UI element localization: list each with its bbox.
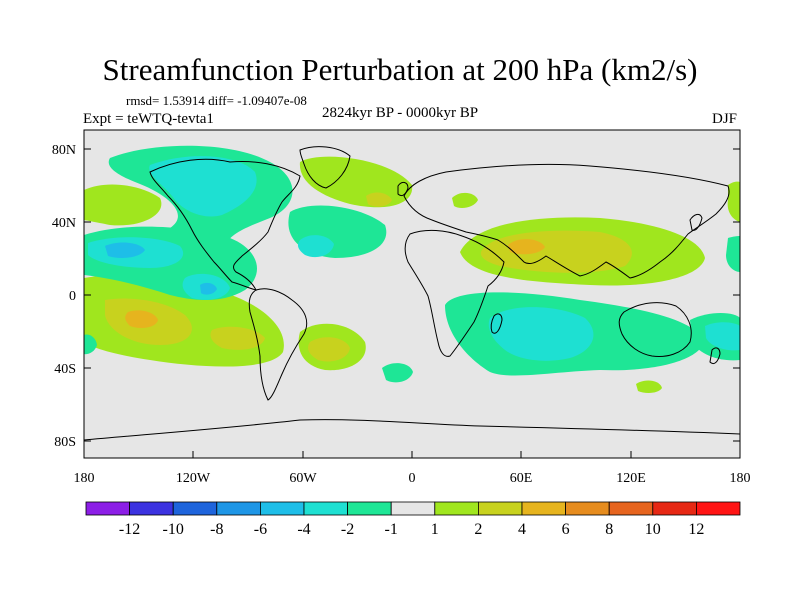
- coast-greenland: [299, 146, 351, 189]
- colorbar-swatch-9: [477, 501, 523, 516]
- coast-uk: [397, 181, 409, 197]
- coast-new-zealand: [709, 347, 721, 365]
- coast-eurasia: [403, 163, 730, 279]
- coast-antarctica: [84, 419, 740, 441]
- contour-region-neg1b: [149, 156, 257, 217]
- contour-region-pos3b: [308, 337, 350, 362]
- contour-region-pos8: [636, 380, 662, 393]
- contour-region-pos6: [452, 192, 478, 208]
- colorbar-label-11: 8: [605, 521, 613, 538]
- contour-region-neg3b: [297, 235, 334, 258]
- colorbar-swatch-10: [521, 501, 566, 516]
- contour-region-neg5b: [705, 322, 740, 351]
- coast-africa: [404, 229, 505, 357]
- figure-title: Streamfunction Perturbation at 200 hPa (…: [102, 52, 698, 87]
- colorbar-label-3: -6: [254, 521, 267, 538]
- colorbar-swatch-6: [347, 501, 392, 516]
- stats-text: rmsd= 1.53914 diff= -1.09407e-08: [126, 93, 307, 108]
- contour-region-neg6: [726, 236, 740, 272]
- lon-label-60e: 60E: [510, 471, 533, 486]
- contour-region-pos2d: [210, 326, 265, 350]
- lat-label-40n: 40N: [52, 216, 76, 231]
- coast-japan: [689, 213, 703, 231]
- colorbar-label-7: 1: [431, 521, 439, 538]
- colorbar-swatch-1: [129, 501, 174, 516]
- colorbar-label-8: 2: [474, 521, 482, 538]
- lon-label-60w: 60W: [289, 471, 317, 486]
- colorbar-label-0: -12: [119, 521, 140, 538]
- colorbar-label-9: 4: [518, 521, 526, 538]
- colorbar-label-12: 10: [645, 521, 661, 538]
- colorbar-swatch-4: [259, 501, 305, 516]
- lon-ticks: [192, 451, 632, 458]
- colorbar-label-2: -8: [210, 521, 223, 538]
- contour-region-pos2c: [125, 310, 158, 328]
- contour-region-neg8: [84, 334, 97, 355]
- colorbar-swatch-2: [172, 501, 218, 516]
- lon-label-180w: 180: [74, 471, 95, 486]
- colorbar-swatch-11: [565, 501, 610, 516]
- season-label: DJF: [712, 111, 738, 127]
- colorbar-label-4: -4: [297, 521, 310, 538]
- map-field: [84, 130, 740, 458]
- colorbar-label-13: 12: [688, 521, 704, 538]
- lat-label-80n: 80N: [52, 143, 76, 158]
- lon-label-0: 0: [409, 471, 416, 486]
- contour-region-neg7: [382, 363, 413, 383]
- lon-label-180e: 180: [730, 471, 751, 486]
- contour-region-pos1: [84, 184, 162, 226]
- colorbar-swatch-13: [652, 501, 697, 516]
- coast-south-america: [248, 288, 308, 401]
- period-label: 2824kyr BP - 0000kyr BP: [322, 105, 479, 121]
- lon-label-120e: 120E: [616, 471, 646, 486]
- contour-region-neg2c: [105, 242, 145, 258]
- colorbar-swatch-12: [608, 501, 654, 516]
- contour-region-pos7: [727, 181, 740, 222]
- contour-region-neg2e: [200, 282, 217, 295]
- colorbar-label-1: -10: [163, 521, 184, 538]
- colorbar-swatch-8: [434, 501, 479, 516]
- colorbar-label-10: 6: [562, 521, 570, 538]
- lat-labels: 80N 40N 0 40S 80S: [52, 143, 76, 450]
- colorbar-swatch-5: [303, 501, 348, 516]
- colorbar-label-6: -1: [385, 521, 398, 538]
- colorbar-swatch-7: [390, 501, 436, 516]
- coast-australia: [618, 302, 692, 357]
- colorbar-swatch-14: [696, 501, 741, 516]
- coast-madagascar: [490, 313, 503, 334]
- lat-ticks: [84, 148, 740, 442]
- colorbar: -12 -10 -8 -6 -4 -2 -1 1 2 4 6 8 10 12: [85, 501, 741, 538]
- coast-north-america: [149, 158, 301, 291]
- contour-region-pos5c: [508, 239, 545, 255]
- lon-label-120w: 120W: [176, 471, 211, 486]
- lat-label-80s: 80S: [54, 435, 76, 450]
- contour-region-pos4b: [366, 192, 392, 207]
- contour-region-neg4b: [488, 307, 594, 361]
- lat-label-40s: 40S: [54, 362, 76, 377]
- lat-label-0: 0: [69, 289, 76, 304]
- lon-labels: 180 120W 60W 0 60E 120E 180: [74, 471, 751, 486]
- experiment-label: Expt = teWTQ-tevta1: [83, 111, 214, 127]
- colorbar-label-5: -2: [341, 521, 354, 538]
- colorbar-swatch-3: [216, 501, 261, 516]
- colorbar-swatch-0: [85, 501, 130, 516]
- coastlines: [84, 146, 740, 441]
